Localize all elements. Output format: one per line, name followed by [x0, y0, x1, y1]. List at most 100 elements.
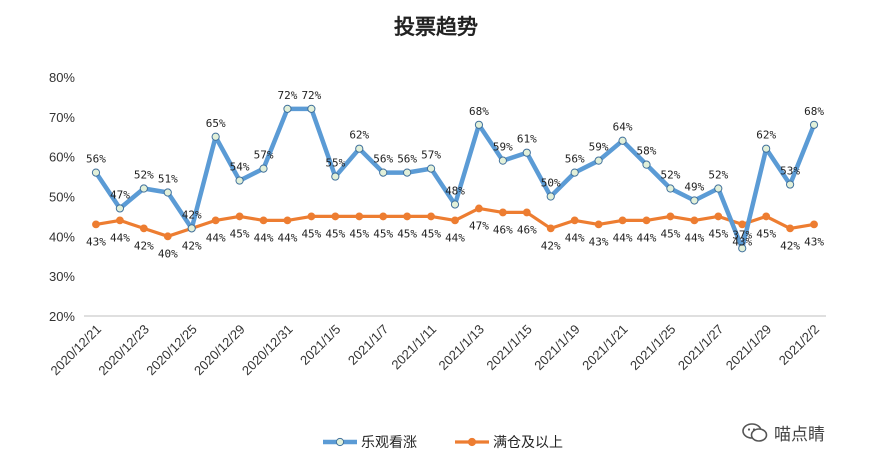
data-label-full-position: 43% — [86, 235, 106, 248]
data-label-optimistic: 54% — [230, 161, 250, 174]
data-label-optimistic: 47% — [110, 188, 130, 201]
point-full-position — [116, 216, 124, 225]
data-label-optimistic: 42% — [182, 208, 202, 221]
data-label-full-position: 45% — [660, 227, 680, 240]
x-tick-label: 2021/1/11 — [388, 322, 439, 373]
legend[interactable]: 乐观看涨 满仓及以上 — [323, 435, 563, 451]
point-full-position — [738, 220, 747, 229]
point-full-position — [307, 212, 316, 221]
point-full-position — [522, 208, 531, 217]
point-optimistic — [594, 156, 603, 165]
data-label-optimistic: 52% — [134, 169, 154, 182]
y-tick-label: 30% — [49, 269, 75, 284]
point-optimistic — [163, 188, 172, 197]
data-label-optimistic: 64% — [613, 121, 633, 134]
data-label-optimistic: 52% — [708, 169, 728, 182]
point-optimistic — [331, 172, 340, 181]
data-label-full-position: 43% — [589, 235, 609, 248]
point-full-position — [546, 224, 555, 233]
point-full-position — [762, 212, 771, 221]
point-full-position — [642, 216, 651, 225]
x-tick-label: 2021/1/27 — [675, 322, 727, 374]
data-label-optimistic: 56% — [373, 153, 393, 166]
chart-title: 投票趋势 — [394, 14, 478, 39]
data-label-full-position: 44% — [613, 231, 633, 244]
data-label-full-position: 43% — [732, 235, 752, 248]
data-label-optimistic: 68% — [469, 105, 489, 118]
data-label-full-position: 46% — [517, 223, 537, 236]
wechat-icon — [742, 422, 768, 442]
data-label-full-position: 44% — [445, 231, 465, 244]
point-optimistic — [809, 120, 819, 129]
x-tick-label: 2021/1/21 — [579, 322, 631, 374]
point-optimistic — [115, 204, 125, 213]
data-label-full-position: 45% — [301, 227, 321, 240]
point-optimistic — [618, 136, 627, 145]
data-label-full-position: 42% — [182, 239, 202, 252]
data-label-full-position: 44% — [637, 231, 657, 244]
data-label-full-position: 42% — [134, 239, 154, 252]
data-label-optimistic: 56% — [565, 153, 585, 166]
data-label-optimistic: 57% — [421, 149, 441, 162]
data-label-optimistic: 55% — [325, 157, 345, 170]
x-tick-label: 2020/12/25 — [143, 322, 200, 379]
y-tick-label: 40% — [49, 229, 75, 244]
point-full-position — [666, 212, 675, 221]
data-label-full-position: 43% — [804, 235, 824, 248]
data-label-full-position: 45% — [230, 227, 250, 240]
data-label-optimistic: 51% — [158, 173, 178, 186]
data-label-optimistic: 61% — [517, 133, 537, 146]
data-label-full-position: 45% — [349, 227, 369, 240]
data-label-full-position: 42% — [780, 239, 800, 252]
point-full-position — [92, 220, 100, 229]
point-full-position — [331, 212, 340, 221]
data-label-optimistic: 49% — [684, 180, 704, 193]
x-tick-label: 2021/1/25 — [627, 322, 679, 374]
data-label-full-position: 45% — [325, 227, 345, 240]
legend-label-full-position: 满仓及以上 — [493, 435, 563, 451]
point-full-position — [427, 212, 435, 221]
point-full-position — [235, 212, 244, 221]
data-label-optimistic: 68% — [804, 105, 824, 118]
data-label-full-position: 44% — [206, 231, 226, 244]
point-optimistic — [546, 192, 555, 201]
point-full-position — [211, 216, 220, 225]
data-labels: 56% 47% 52% 51% 42% 65% 54% 57% 72% 72% 55% 62% 56% 5… — [86, 89, 824, 260]
point-full-position — [475, 204, 483, 213]
point-full-position — [283, 216, 292, 225]
point-optimistic — [355, 144, 364, 153]
x-tick-label: 2020/12/21 — [47, 322, 104, 379]
y-tick-label: 60% — [49, 150, 75, 165]
point-full-position — [690, 216, 699, 225]
data-label-optimistic: 37% — [732, 228, 752, 241]
data-label-optimistic: 62% — [756, 129, 776, 142]
data-label-full-position: 45% — [397, 227, 417, 240]
point-optimistic — [474, 120, 484, 129]
y-tick-label: 20% — [49, 309, 75, 324]
point-full-position — [163, 232, 172, 241]
data-label-full-position: 45% — [421, 227, 441, 240]
y-tick-label: 50% — [49, 190, 75, 205]
point-optimistic — [785, 180, 795, 189]
point-full-position — [594, 220, 603, 229]
point-optimistic — [187, 224, 196, 233]
y-tick-label: 70% — [49, 110, 75, 125]
point-full-position — [618, 216, 627, 225]
data-label-optimistic: 56% — [397, 153, 417, 166]
data-label-full-position: 46% — [493, 223, 513, 236]
data-label-optimistic: 59% — [493, 141, 513, 154]
data-label-optimistic: 53% — [780, 165, 800, 178]
point-optimistic — [690, 196, 699, 205]
point-full-position — [451, 216, 459, 225]
y-tick-label: 80% — [49, 70, 75, 85]
point-full-position — [403, 212, 412, 221]
data-label-full-position: 44% — [565, 231, 585, 244]
x-tick-label: 2021/1/5 — [297, 322, 343, 368]
x-tick-label: 2020/12/23 — [95, 322, 152, 379]
data-label-optimistic: 48% — [445, 184, 465, 197]
data-label-full-position: 45% — [756, 227, 776, 240]
data-label-full-position: 44% — [278, 231, 298, 244]
data-label-optimistic: 59% — [589, 141, 609, 154]
x-tick-label: 2021/1/19 — [531, 322, 583, 374]
